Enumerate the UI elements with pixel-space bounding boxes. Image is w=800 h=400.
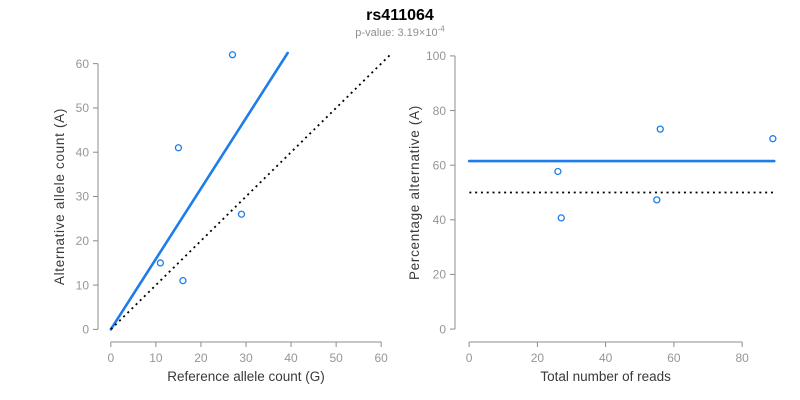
- x-axis-label: Reference allele count (G): [167, 369, 325, 384]
- y-tick-label: 50: [76, 101, 90, 115]
- data-point: [653, 196, 661, 204]
- p-value-text: p-value: 3.19×10: [355, 27, 438, 39]
- data-point: [179, 277, 187, 285]
- x-tick-label: 20: [194, 351, 208, 365]
- y-tick-label: 0: [82, 323, 89, 337]
- x-tick-label: 30: [239, 351, 253, 365]
- x-tick-label: 40: [599, 351, 613, 365]
- data-point: [554, 167, 562, 176]
- y-tick-label: 40: [433, 213, 447, 227]
- y-tick-label: 80: [433, 104, 447, 118]
- data-point: [237, 210, 246, 218]
- p-value-subtitle: p-value: 3.19×10-4: [0, 24, 800, 39]
- x-tick-label: 40: [284, 351, 298, 365]
- x-tick-label: 20: [531, 351, 545, 365]
- x-tick-label: 80: [735, 351, 749, 365]
- data-point: [174, 144, 183, 152]
- data-point: [656, 125, 664, 133]
- x-axis-label: Total number of reads: [540, 369, 671, 384]
- x-tick-label: 10: [149, 351, 163, 365]
- y-tick-label: 60: [76, 57, 90, 71]
- data-point: [769, 135, 777, 143]
- x-tick-label: 50: [329, 351, 343, 365]
- y-tick-label: 30: [76, 190, 90, 204]
- p-value-exponent: -4: [437, 24, 445, 34]
- x-tick-label: 60: [667, 351, 681, 365]
- fitted-allele-ratio-line: [109, 51, 289, 331]
- data-point: [228, 51, 237, 59]
- y-tick-label: 60: [433, 158, 447, 172]
- page-title: rs411064: [366, 7, 434, 24]
- y-axis-label: Alternative allele count (A): [52, 108, 67, 285]
- data-point: [156, 259, 165, 267]
- y-tick-label: 20: [76, 234, 90, 248]
- y-tick-label: 0: [439, 322, 446, 336]
- x-tick-label: 0: [107, 351, 114, 365]
- y-axis-label: Percentage alternative (A): [407, 105, 422, 280]
- x-tick-label: 60: [375, 351, 389, 365]
- y-tick-label: 20: [433, 268, 447, 282]
- y-tick-label: 10: [76, 278, 90, 292]
- y-tick-label: 40: [76, 145, 90, 159]
- data-point: [557, 214, 565, 222]
- x-tick-label: 0: [466, 351, 473, 365]
- y-tick-label: 100: [426, 49, 446, 63]
- identity-line: [110, 52, 393, 331]
